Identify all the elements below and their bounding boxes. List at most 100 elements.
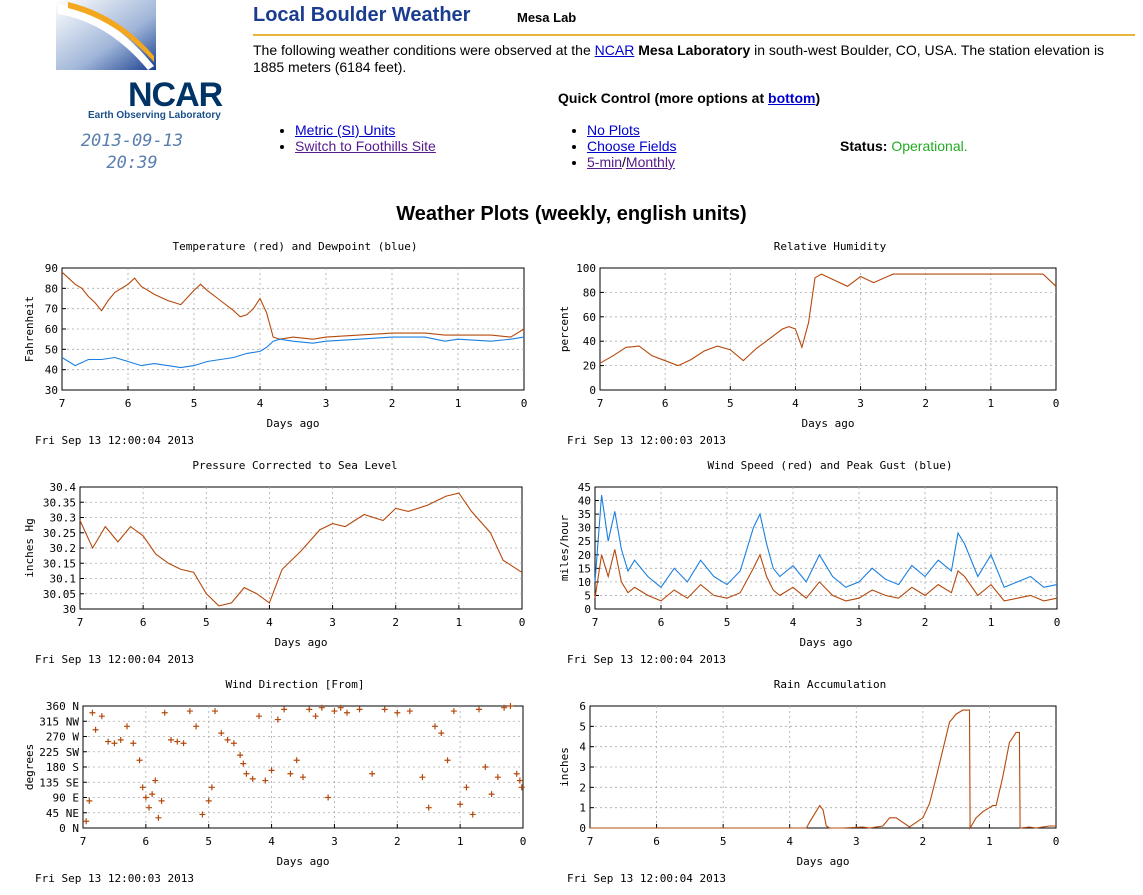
data-point [406,708,413,715]
data-point [224,736,231,743]
intro-paragraph: The following weather conditions were ob… [253,42,1133,76]
x-tick-label: 7 [587,835,594,848]
data-point [513,770,520,777]
x-tick-label: 5 [724,616,731,629]
y-tick-label: 20 [583,360,596,373]
list-item: No Plots [587,122,677,138]
y-tick-label: 30.4 [50,481,77,494]
x-tick-label: 0 [519,616,526,629]
data-point [450,708,457,715]
pressure-chart: Pressure Corrected to Sea Level 30 30.05 3… [25,459,565,669]
data-point [425,804,432,811]
title-bar: Local Boulder Weather Mesa Lab [253,2,1135,36]
y-tick-label: 20 [578,549,591,562]
y-tick-label: 30.35 [43,496,76,509]
x-tick-label: 4 [257,397,264,410]
data-point [356,706,363,713]
y-tick-label: 30.25 [43,527,76,540]
x-tick-label: 1 [456,616,463,629]
y-tick-label: 5 [579,720,586,733]
x-tick-label: 7 [597,397,604,410]
x-tick-label: 6 [662,397,669,410]
data-point [174,738,181,745]
y-tick-label: 30.15 [43,557,76,570]
chart-timestamp: Fri Sep 13 12:00:03 2013 [35,872,194,885]
y-tick-label: 0 [584,603,591,616]
x-tick-label: 0 [520,835,527,848]
x-tick-label: 6 [653,835,660,848]
x-tick-label: 0 [1053,397,1060,410]
no-plots-link[interactable]: No Plots [587,122,640,138]
series-line [61,336,525,369]
data-point [344,709,350,716]
y-tick-label: 10 [578,576,591,589]
y-tick-label: 50 [45,343,58,356]
data-point [300,774,306,781]
x-tick-label: 5 [203,616,210,629]
y-tick-label: 45 NE [46,807,79,820]
data-point [243,770,250,777]
x-tick-label: 3 [856,616,863,629]
x-tick-label: 4 [792,397,799,410]
link-separator: / [622,154,626,170]
switch-foothills-link[interactable]: Switch to Foothills Site [295,138,436,154]
choose-fields-link[interactable]: Choose Fields [587,138,677,154]
y-tick-label: 30.2 [50,542,77,555]
x-tick-label: 3 [331,835,338,848]
chart-svg: 30 40 50 60 70 80 90 7 6 5 4 3 2 1 0 Days ago Fahrenheit [25,262,527,430]
chart-svg: 0 N 45 NE 90 E 135 SE 180 S 225 SW 270 W 315 NW… [25,700,527,868]
chart-timestamp: Fri Sep 13 12:00:04 2013 [567,872,726,885]
metric-units-link[interactable]: Metric (SI) Units [295,122,396,138]
y-tick-label: 1 [579,802,586,815]
x-tick-label: 7 [592,616,599,629]
x-tick-label: 2 [922,397,929,410]
bottom-link[interactable]: bottom [768,90,816,106]
y-tick-label: 80 [45,282,58,295]
data-point [193,723,200,730]
data-point [432,723,438,730]
y-tick-label: 360 N [46,700,79,713]
header-left: NCAR Earth Observing Laboratory 2013-09-… [0,0,240,190]
ncar-link[interactable]: NCAR [594,42,635,58]
data-point [312,713,319,720]
y-tick-label: 30 [45,384,58,397]
data-point [488,791,495,798]
chart-title: Wind Speed (red) and Peak Gust (blue) [707,459,953,472]
y-tick-label: 30.1 [50,573,77,586]
x-tick-label: 7 [80,835,87,848]
y-tick-label: 0 N [59,822,79,835]
y-tick-label: 60 [45,323,58,336]
y-tick-label: 40 [583,335,596,348]
data-point [482,764,489,770]
data-point [262,777,269,784]
data-point [83,818,90,825]
plot-frame [599,267,1057,391]
data-point [274,716,281,723]
x-tick-label: 6 [125,397,132,410]
data-point [152,777,159,784]
monthly-link[interactable]: Monthly [625,154,675,170]
y-axis-label: inches [560,747,571,787]
y-tick-label: 30.3 [50,512,77,525]
x-tick-label: 0 [1054,616,1061,629]
chart-timestamp: Fri Sep 13 12:00:04 2013 [35,653,194,666]
x-tick-label: 1 [455,397,462,410]
y-tick-label: 3 [579,761,586,774]
data-point [208,784,215,791]
data-point [168,736,174,743]
x-tick-label: 5 [727,397,734,410]
intro-text-2: in south-west Boulder, CO, USA. The stat… [253,42,1105,75]
data-point [268,767,275,774]
y-axis-label: degrees [25,744,36,790]
local-date: 2013-09-13 [80,131,184,151]
data-point [240,760,247,767]
data-point [516,777,523,784]
rain-chart: Rain Accumulation 0 1 2 3 4 5 6 7 6 5 4 3 2 1 0 Days ag… [560,678,1100,888]
x-tick-label: 6 [143,835,150,848]
five-min-link[interactable]: 5-min [587,154,623,170]
x-axis-label: Days ago [277,855,330,868]
wind-direction-chart: Wind Direction [From] 0 N 45 NE 90 E 135 SE… [25,678,565,888]
x-tick-label: 5 [720,835,727,848]
data-point [476,706,482,713]
